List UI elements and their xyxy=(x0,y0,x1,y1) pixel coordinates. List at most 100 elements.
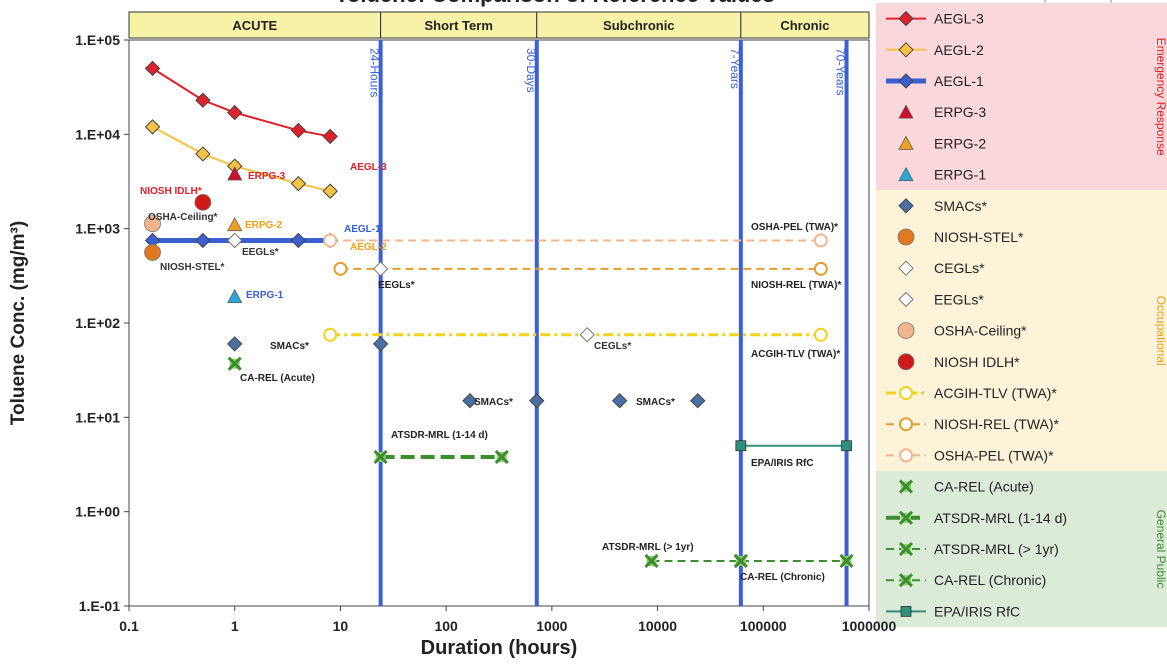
epa-iris-rfc-point xyxy=(841,440,852,452)
eegls-point xyxy=(372,261,389,277)
annotation-label: EPA/IRIS RfC xyxy=(751,458,814,469)
vertical-marker-label: 30-Days xyxy=(524,48,538,93)
atsdr-mrl-1-14-d-point xyxy=(494,449,509,465)
acgih-tlv-twa-point xyxy=(813,327,828,342)
legend-label-osha-pel-twa: OSHA-PEL (TWA)* xyxy=(934,447,1054,463)
aegl-3-point xyxy=(144,60,161,77)
legend-marker-eegls xyxy=(898,291,914,308)
aegl-1-point xyxy=(195,232,211,249)
x-tick-label: 100 xyxy=(434,618,458,634)
plot-frame xyxy=(128,39,870,607)
legend-marker-aegl-3 xyxy=(898,10,914,27)
vertical-marker-label: 70-Years xyxy=(834,48,848,96)
legend-label-aegl-1: AEGL-1 xyxy=(934,73,984,89)
x-tick-label: 0.1 xyxy=(119,618,139,634)
period-label: Subchronic xyxy=(603,18,675,33)
legend-marker-aegl-1 xyxy=(898,73,914,89)
legend-marker-ca-rel-chronic xyxy=(898,573,914,588)
aegl-3-point xyxy=(227,104,243,121)
legend-group-occupational xyxy=(876,190,1167,471)
legend-marker-osha-pel-twa xyxy=(899,448,913,463)
annotation-label: ERPG-1 xyxy=(246,290,284,301)
atsdr-mrl-1-14-d-point xyxy=(373,449,388,465)
vertical-marker-label: 7-Years xyxy=(728,48,742,89)
annotation-label: CA-REL (Acute) xyxy=(240,373,315,384)
marker-cross xyxy=(898,510,914,525)
aegl-2-point xyxy=(144,119,161,135)
x-tick-label: 10 xyxy=(333,618,349,634)
chart-title: Toluene: Comparison of Reference Values xyxy=(335,0,775,7)
period-band xyxy=(536,11,742,39)
smacs-point xyxy=(372,336,389,352)
x-tick-label: 1000000 xyxy=(842,618,897,634)
marker-cross xyxy=(839,553,854,569)
marker-cross xyxy=(494,449,509,465)
aegl-3-point xyxy=(195,92,211,108)
atsdr-mrl-1yr-point xyxy=(644,553,659,569)
legend-label-ca-rel-acute: CA-REL (Acute) xyxy=(934,479,1034,495)
period-band xyxy=(128,11,382,39)
ca-rel-acute-point xyxy=(227,356,242,371)
legend-label-aegl-2: AEGL-2 xyxy=(934,42,984,58)
niosh-idlh-point xyxy=(194,193,212,211)
marker-cross xyxy=(373,449,388,465)
y-tick-label: 1.E+02 xyxy=(75,315,120,331)
marker-cross xyxy=(227,356,242,371)
osha-pel-twa-point xyxy=(323,233,338,248)
legend-label-erpg-3: ERPG-3 xyxy=(934,104,986,120)
osha-pel-twa-point xyxy=(813,233,828,248)
niosh-rel-twa-point xyxy=(333,261,348,276)
legend-label-cegls: CEGLs* xyxy=(934,260,985,276)
legend-marker-acgih-tlv-twa xyxy=(899,386,913,400)
legend-marker-smacs xyxy=(898,198,914,214)
ca-rel-chronic-point xyxy=(839,553,854,569)
y-tick-label: 1.E+04 xyxy=(75,126,120,142)
annotation-label: SMACs* xyxy=(474,397,513,408)
annotation-label: AEGL-1 xyxy=(344,224,381,235)
smacs-point xyxy=(462,393,478,409)
annotation-label: AEGL-3 xyxy=(350,162,387,173)
eegls-point xyxy=(227,232,243,249)
x-tick-label: 100000 xyxy=(740,618,787,634)
period-band xyxy=(380,11,538,39)
marker-cross xyxy=(898,573,914,588)
smacs-point xyxy=(690,393,706,409)
aegl-2-point xyxy=(195,146,211,162)
legend-label-erpg-2: ERPG-2 xyxy=(934,135,986,151)
annotation-label: NIOSH-REL (TWA)* xyxy=(751,280,841,291)
legend-label-epa-iris-rfc: EPA/IRIS RfC xyxy=(934,603,1020,619)
annotation-label: CEGLs* xyxy=(594,341,631,352)
annotation-label: ACGIH-TLV (TWA)* xyxy=(751,349,840,360)
legend-marker-ca-rel-acute xyxy=(898,479,914,494)
legend-group-emergency-response xyxy=(876,3,1167,191)
erpg-2-point xyxy=(227,217,243,232)
legend-label-atsdr-mrl-1-14-d: ATSDR-MRL (1-14 d) xyxy=(934,510,1067,526)
osha-ceiling-point xyxy=(144,215,161,233)
legend-label-atsdr-mrl-1yr: ATSDR-MRL (> 1yr) xyxy=(934,541,1059,557)
legend-label-acgih-tlv-twa: ACGIH-TLV (TWA)* xyxy=(934,385,1057,401)
annotation-label: AEGL-2 xyxy=(350,242,387,253)
marker-cross xyxy=(898,541,914,557)
legend-label-aegl-3: AEGL-3 xyxy=(934,11,984,27)
x-tick-label: 1 xyxy=(231,618,239,634)
annotation-label: NIOSH IDLH* xyxy=(140,186,202,197)
smacs-point xyxy=(227,336,243,352)
legend-marker-erpg-1 xyxy=(898,166,914,181)
erpg-3-point xyxy=(227,166,243,181)
legend-marker-erpg-2 xyxy=(898,135,914,150)
aegl-2-point xyxy=(322,183,338,199)
annotation-label: ATSDR-MRL (1-14 d) xyxy=(391,430,488,441)
legend-marker-cegls xyxy=(898,260,914,276)
legend-label-eegls: EEGLs* xyxy=(934,291,984,307)
y-tick-label: 1.E+03 xyxy=(75,221,120,237)
vertical-marker-label: 24-Hours xyxy=(368,48,382,97)
acgih-tlv-twa-point xyxy=(323,327,338,342)
annotation-label: OSHA-PEL (TWA)* xyxy=(751,222,838,233)
aegl-1-point xyxy=(290,232,307,249)
legend-marker-osha-ceiling xyxy=(897,322,915,340)
y-axis-label: Toluene Conc. (mg/m³) xyxy=(8,221,29,425)
period-label: Short Term xyxy=(425,18,493,33)
legend-group-general-public xyxy=(876,471,1167,627)
